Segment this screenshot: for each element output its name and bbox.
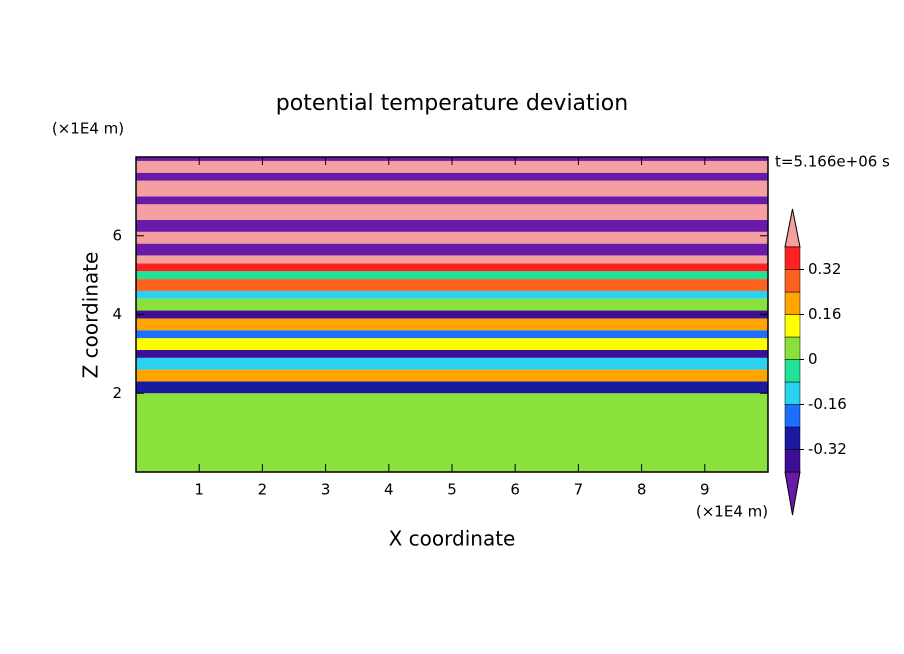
x-tick-label: 4 bbox=[384, 481, 394, 499]
contour-band bbox=[136, 204, 768, 220]
y-axis-label: Z coordinate bbox=[79, 252, 103, 379]
x-tick-label: 9 bbox=[700, 481, 710, 499]
x-unit: (×1E4 m) bbox=[696, 503, 768, 521]
y-tick-label: 2 bbox=[112, 384, 122, 402]
x-axis-label: X coordinate bbox=[389, 527, 516, 551]
colorbar-under bbox=[784, 471, 801, 516]
y-unit: (×1E4 m) bbox=[52, 120, 124, 138]
contour-band bbox=[136, 357, 768, 370]
contour-band bbox=[136, 310, 768, 319]
colorbar-segment bbox=[784, 336, 801, 360]
colorbar-tick-label: 0 bbox=[808, 350, 818, 368]
x-tick-label: 1 bbox=[194, 481, 204, 499]
colorbar-segment bbox=[784, 269, 801, 293]
colorbar-tick-label: -0.16 bbox=[808, 395, 847, 413]
colorbar-segment bbox=[784, 314, 801, 338]
contour-band bbox=[136, 298, 768, 311]
x-tick-label: 7 bbox=[574, 481, 584, 499]
y-tick-label: 4 bbox=[112, 305, 122, 323]
colorbar-tick-label: 0.32 bbox=[808, 260, 841, 278]
contour-band bbox=[136, 263, 768, 272]
colorbar-tick-label: 0.16 bbox=[808, 305, 841, 323]
colorbar-segment bbox=[784, 291, 801, 315]
colorbar-segment bbox=[784, 381, 801, 405]
x-tick-label: 8 bbox=[637, 481, 647, 499]
contour-band bbox=[136, 349, 768, 358]
colorbar-segment bbox=[784, 359, 801, 383]
contour-band bbox=[136, 271, 768, 280]
chart-title: potential temperature deviation bbox=[276, 91, 628, 116]
contour-band bbox=[136, 369, 768, 382]
colorbar-segment bbox=[784, 449, 801, 473]
contour-band bbox=[136, 338, 768, 350]
y-tick-label: 6 bbox=[112, 226, 122, 244]
colorbar-segment bbox=[784, 426, 801, 450]
colorbar-tick-label: -0.32 bbox=[808, 440, 847, 458]
contour-band bbox=[136, 279, 768, 291]
contour-band bbox=[136, 330, 768, 339]
contour-band bbox=[136, 172, 768, 181]
contour-band bbox=[136, 318, 768, 331]
contour-band bbox=[136, 243, 768, 256]
contour-band bbox=[136, 196, 768, 205]
contour-band bbox=[136, 180, 768, 197]
x-tick-label: 3 bbox=[321, 481, 331, 499]
colorbar-segment bbox=[784, 246, 801, 270]
contour-band bbox=[136, 255, 768, 264]
x-tick-label: 6 bbox=[510, 481, 520, 499]
time-annotation: t=5.166e+06 s bbox=[775, 153, 890, 171]
x-tick-label: 2 bbox=[258, 481, 268, 499]
contour-band bbox=[136, 220, 768, 232]
colorbar-over bbox=[784, 208, 801, 248]
colorbar-segment bbox=[784, 404, 801, 428]
contour-band bbox=[136, 160, 768, 173]
contour-band bbox=[136, 393, 768, 472]
contour-band bbox=[136, 231, 768, 244]
x-tick-label: 5 bbox=[447, 481, 457, 499]
contour-band bbox=[136, 290, 768, 299]
contour-band bbox=[136, 381, 768, 394]
